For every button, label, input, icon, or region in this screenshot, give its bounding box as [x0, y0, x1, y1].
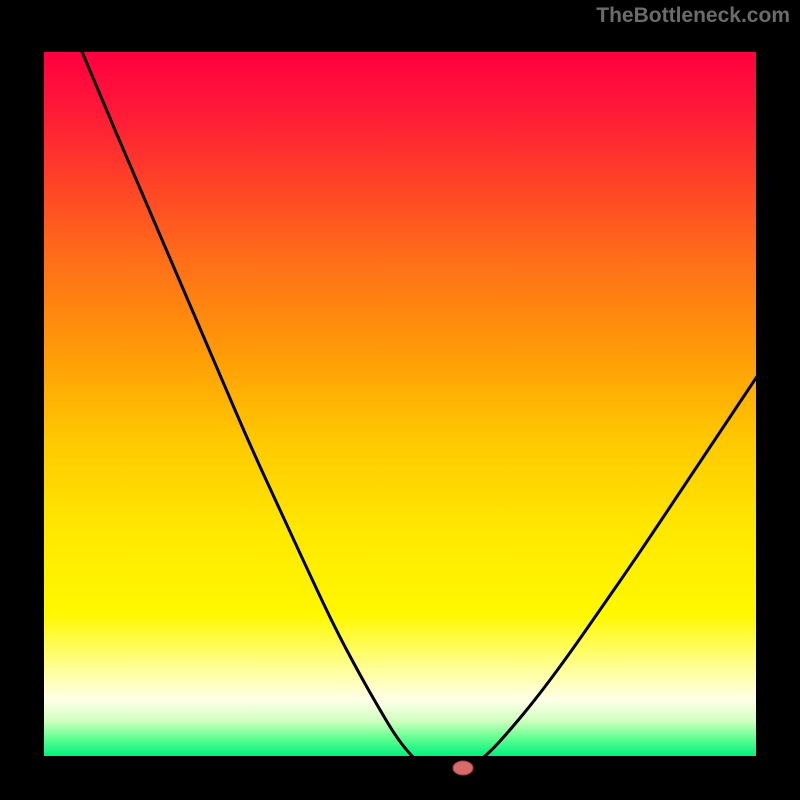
watermark-text: TheBottleneck.com — [596, 4, 790, 28]
bottleneck-chart: TheBottleneck.com — [0, 0, 800, 800]
chart-svg — [0, 0, 800, 800]
